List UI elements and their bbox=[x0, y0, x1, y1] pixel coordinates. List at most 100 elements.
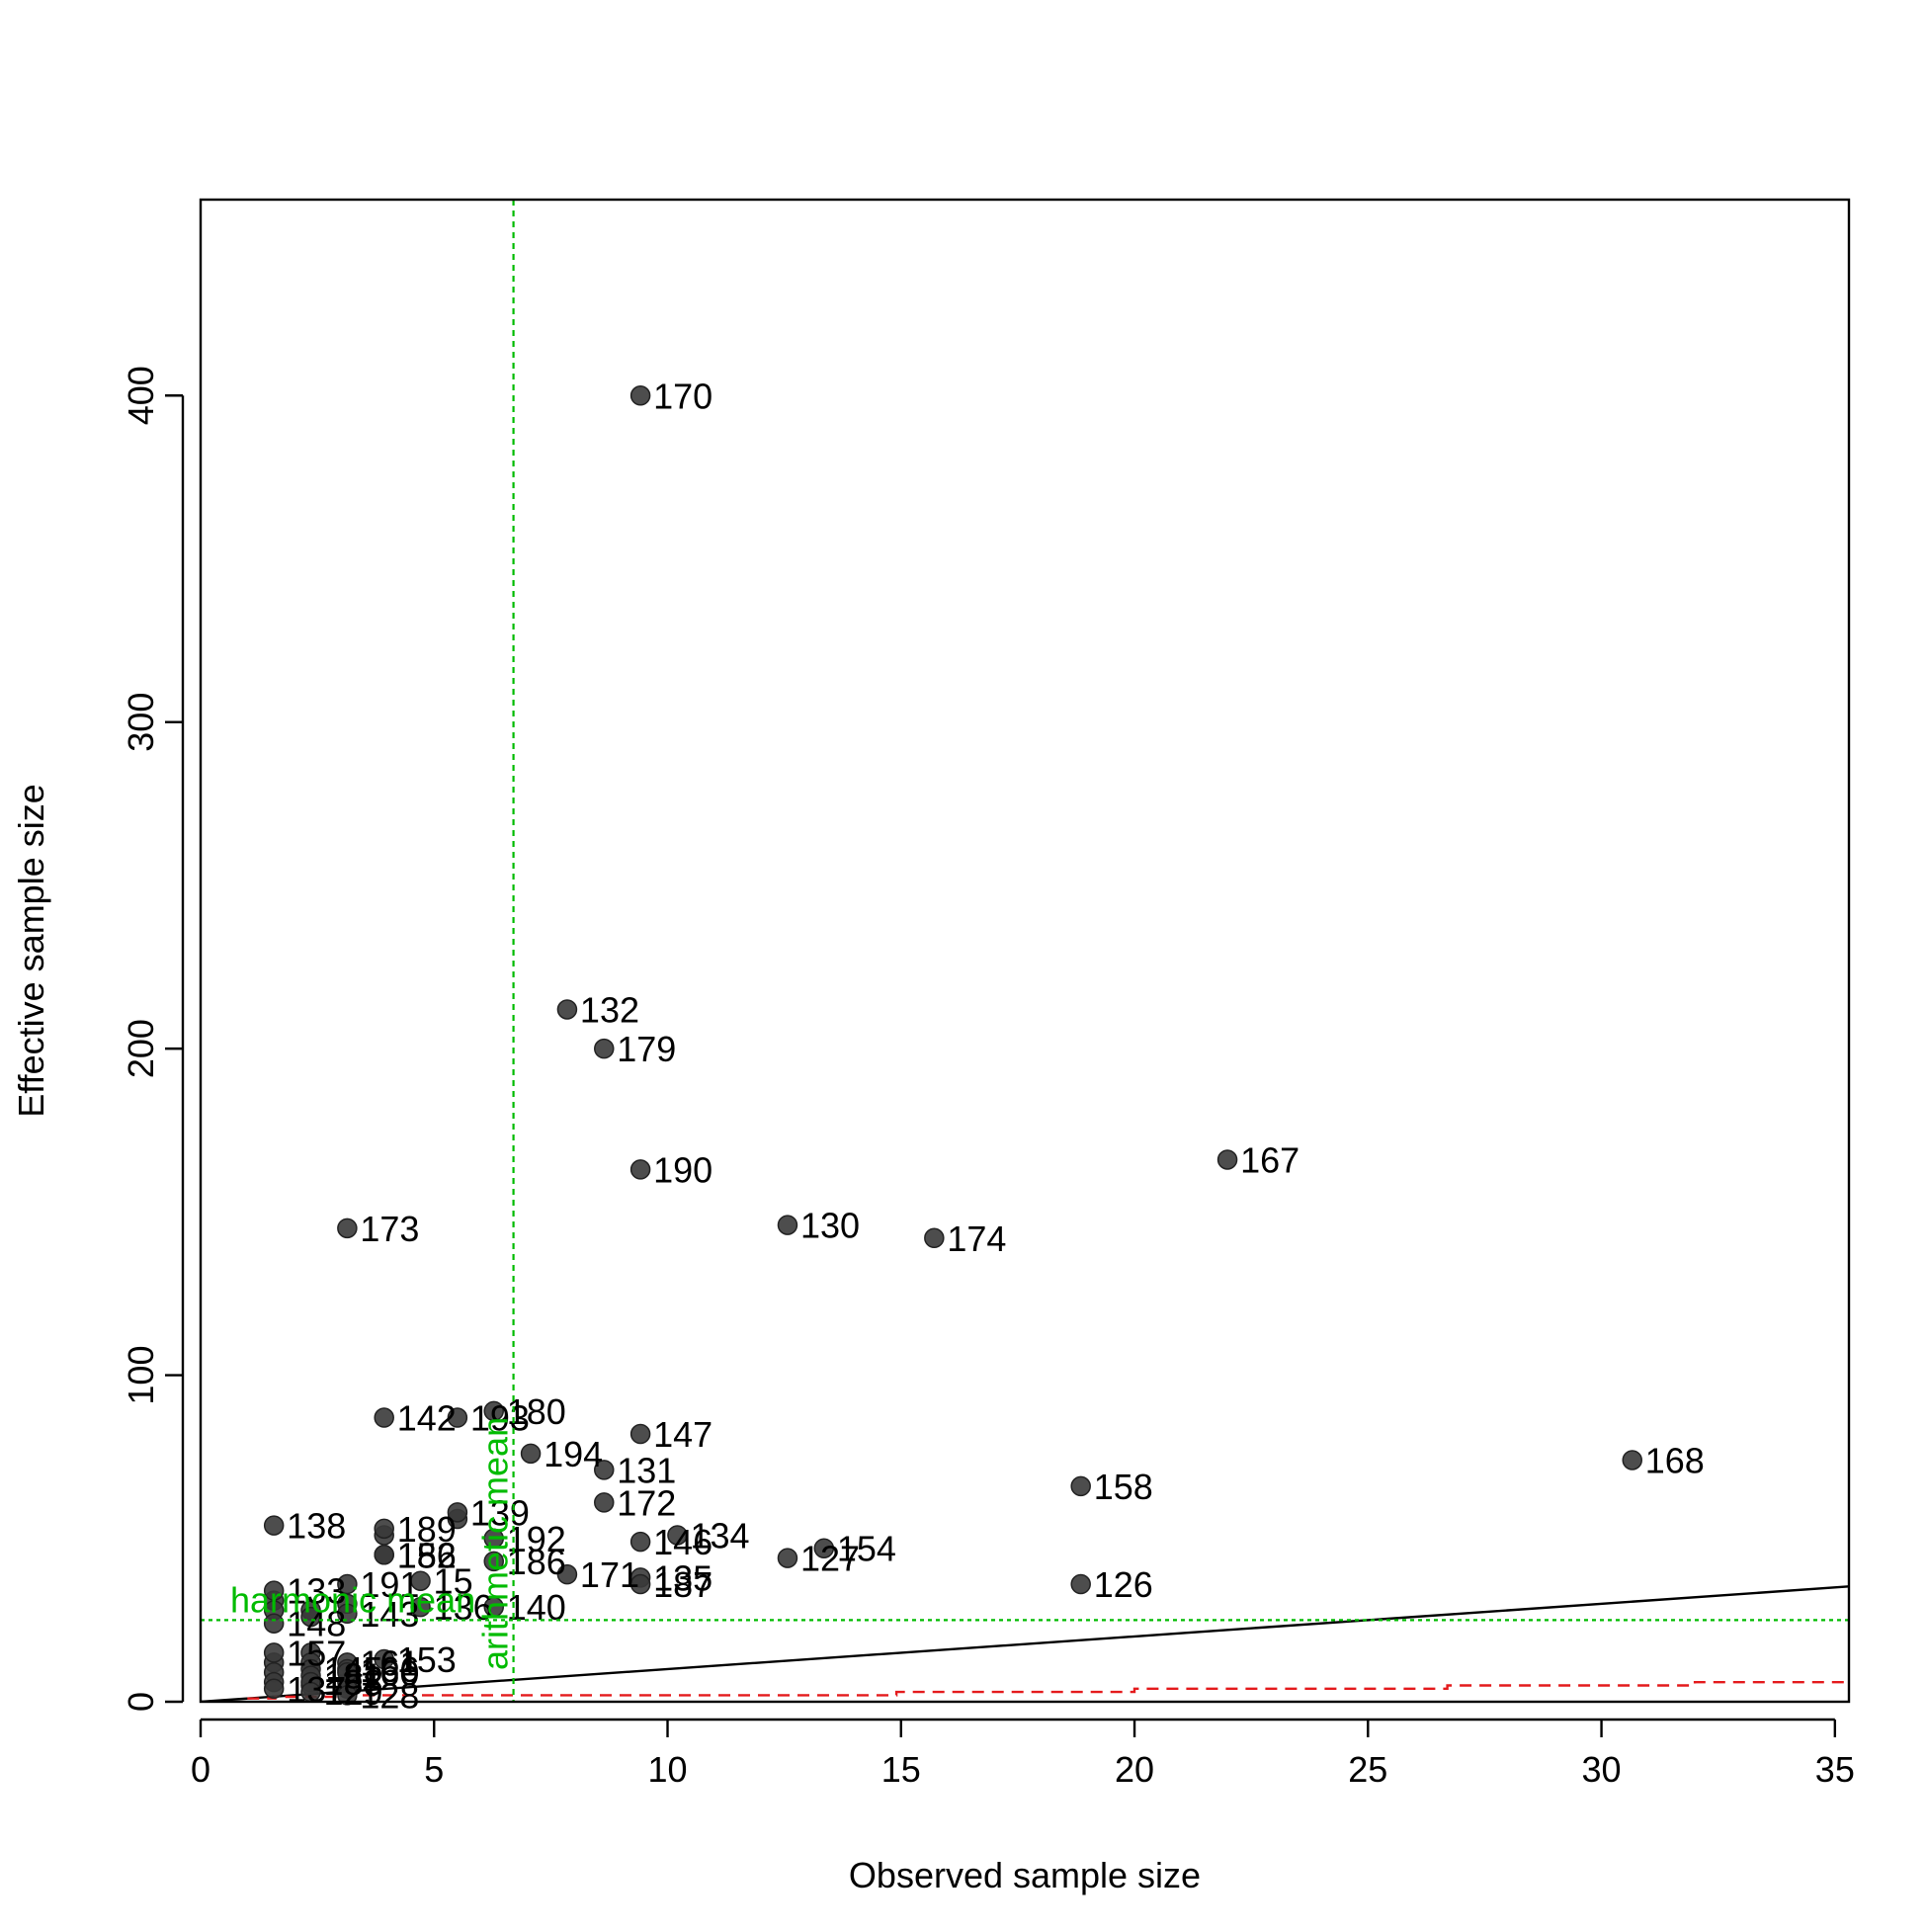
point-label-139: 139 bbox=[470, 1492, 530, 1533]
data-point-179 bbox=[594, 1038, 615, 1059]
data-point-170 bbox=[629, 385, 651, 406]
data-point-140 bbox=[483, 1596, 504, 1618]
point-label-145: 145 bbox=[324, 1649, 383, 1690]
data-point-128 bbox=[337, 1685, 358, 1706]
data-point-160 bbox=[337, 1662, 358, 1683]
point-label-138: 138 bbox=[287, 1506, 346, 1547]
point-label-190: 190 bbox=[653, 1149, 712, 1190]
point-label-147: 147 bbox=[653, 1414, 712, 1455]
point-label-191: 191 bbox=[360, 1564, 419, 1605]
data-point-172 bbox=[594, 1492, 615, 1513]
data-point-191 bbox=[337, 1573, 358, 1595]
point-label-189: 189 bbox=[397, 1509, 457, 1550]
data-point-167 bbox=[1216, 1149, 1238, 1170]
data-point-174 bbox=[924, 1227, 945, 1249]
point-label-161: 161 bbox=[360, 1642, 419, 1683]
x-tick-label: 0 bbox=[191, 1749, 210, 1790]
point-label-156: 156 bbox=[397, 1535, 457, 1575]
y-tick-label: 100 bbox=[121, 1346, 161, 1405]
point-label-128: 128 bbox=[360, 1675, 419, 1716]
point-label-182: 182 bbox=[397, 1535, 457, 1575]
point-label-170: 170 bbox=[653, 376, 712, 416]
point-label-174: 174 bbox=[947, 1218, 1006, 1259]
y-axis-title: Effective sample size bbox=[11, 784, 51, 1117]
data-point-192 bbox=[483, 1528, 504, 1550]
x-tick-label: 5 bbox=[424, 1749, 444, 1790]
data-point-138 bbox=[263, 1515, 285, 1536]
point-label-187: 187 bbox=[653, 1564, 712, 1605]
data-point-146 bbox=[629, 1531, 651, 1553]
y-tick-label: 200 bbox=[121, 1019, 161, 1078]
point-label-134: 134 bbox=[690, 1515, 749, 1555]
point-label-192: 192 bbox=[507, 1519, 566, 1559]
point-label-181: 181 bbox=[324, 1656, 383, 1697]
point-label-171: 171 bbox=[580, 1554, 639, 1595]
data-point-127 bbox=[777, 1548, 798, 1568]
data-point-126 bbox=[1070, 1573, 1091, 1595]
data-point-171 bbox=[556, 1563, 578, 1585]
point-label-168: 168 bbox=[1645, 1440, 1705, 1480]
point-label-131: 131 bbox=[617, 1450, 676, 1490]
point-label-166: 166 bbox=[360, 1649, 419, 1690]
data-point-142 bbox=[374, 1407, 394, 1428]
data-point-193 bbox=[447, 1407, 468, 1428]
data-point-180 bbox=[483, 1400, 504, 1422]
point-label-154: 154 bbox=[837, 1529, 896, 1569]
point-label-188: 188 bbox=[324, 1662, 383, 1703]
x-tick-label: 15 bbox=[881, 1749, 921, 1790]
data-point-153 bbox=[374, 1648, 394, 1670]
y-tick-label: 300 bbox=[121, 693, 161, 752]
point-label-133: 133 bbox=[287, 1571, 346, 1612]
data-point-15 bbox=[410, 1570, 431, 1591]
x-tick-label: 30 bbox=[1582, 1749, 1622, 1790]
data-point-143 bbox=[337, 1603, 358, 1625]
point-label-173: 173 bbox=[360, 1209, 419, 1249]
identity-line bbox=[201, 1585, 1849, 1702]
point-label-135: 135 bbox=[653, 1557, 712, 1598]
point-label-153: 153 bbox=[397, 1639, 457, 1680]
points-layer bbox=[263, 385, 1643, 1706]
data-point-168 bbox=[1622, 1450, 1643, 1470]
y-tick-label: 400 bbox=[121, 366, 161, 425]
data-point-173 bbox=[337, 1218, 358, 1239]
data-point-148 bbox=[263, 1613, 285, 1634]
data-point-132 bbox=[556, 999, 578, 1020]
point-label-140: 140 bbox=[507, 1587, 566, 1628]
point-label-158: 158 bbox=[1094, 1467, 1153, 1507]
point-label-142: 142 bbox=[397, 1398, 457, 1439]
point-label-180: 180 bbox=[507, 1391, 566, 1432]
axes-layer: 0 5 10 15 20 25 30 35 0 100 200 300 400 bbox=[121, 366, 1855, 1790]
point-label-186: 186 bbox=[507, 1542, 566, 1582]
point-label-143: 143 bbox=[360, 1594, 419, 1635]
data-point-133 bbox=[263, 1580, 285, 1601]
data-point-194 bbox=[520, 1443, 542, 1465]
data-point-134 bbox=[667, 1525, 688, 1546]
data-point-139 bbox=[447, 1502, 468, 1523]
data-point bbox=[300, 1606, 321, 1628]
point-label-157: 157 bbox=[287, 1633, 346, 1673]
data-point-156 bbox=[374, 1545, 394, 1565]
harmonic-mean-label: harmonic mean bbox=[230, 1579, 475, 1620]
data-point-147 bbox=[629, 1423, 651, 1445]
x-tick-label: 20 bbox=[1115, 1749, 1154, 1790]
x-tick-label: 10 bbox=[647, 1749, 687, 1790]
data-point-131 bbox=[594, 1460, 615, 1480]
point-label-126: 126 bbox=[1094, 1564, 1153, 1605]
data-point-154 bbox=[813, 1538, 835, 1558]
data-point-187 bbox=[629, 1573, 651, 1595]
point-label-160: 160 bbox=[360, 1652, 419, 1693]
point-label-132: 132 bbox=[580, 989, 639, 1030]
point-label-130: 130 bbox=[800, 1206, 860, 1246]
point-label-127: 127 bbox=[800, 1539, 860, 1579]
point-label-193: 193 bbox=[470, 1398, 530, 1439]
point-label-167: 167 bbox=[1240, 1139, 1299, 1180]
data-point-137 bbox=[263, 1678, 285, 1700]
data-point-158 bbox=[1070, 1475, 1091, 1497]
point-label-148: 148 bbox=[287, 1604, 346, 1644]
arithmetic-mean-label: arithmetic mean bbox=[475, 1417, 516, 1670]
x-tick-label: 25 bbox=[1348, 1749, 1387, 1790]
